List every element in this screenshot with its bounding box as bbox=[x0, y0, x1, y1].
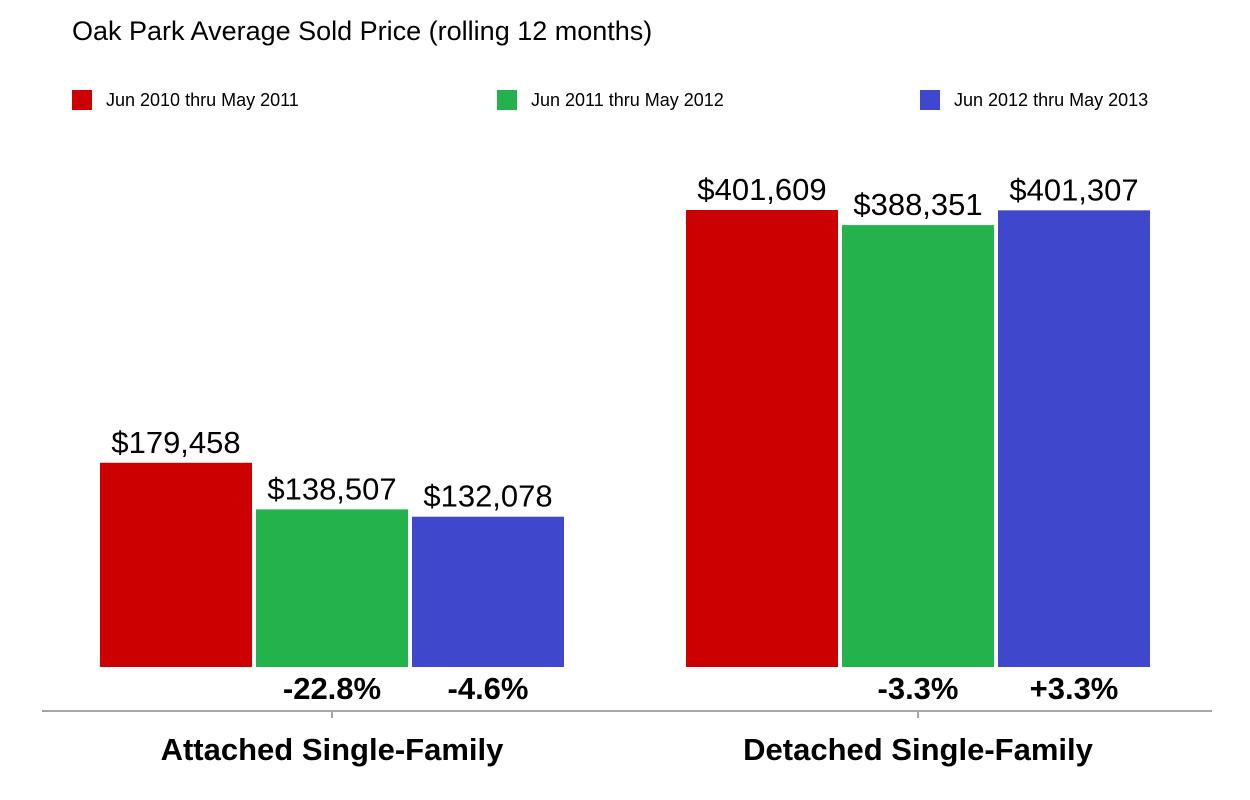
change-label: -3.3% bbox=[878, 671, 959, 706]
change-label: -4.6% bbox=[448, 671, 529, 706]
legend-item-series-1: Jun 2010 thru May 2011 bbox=[72, 88, 299, 112]
legend-label-series-2: Jun 2011 thru May 2012 bbox=[531, 89, 724, 110]
change-label: -22.8% bbox=[283, 671, 381, 706]
legend-label-series-3: Jun 2012 thru May 2013 bbox=[954, 89, 1149, 110]
bar-value-label: $401,609 bbox=[697, 172, 826, 207]
bar-value-label: $138,507 bbox=[267, 471, 396, 506]
legend-swatch-series-3 bbox=[920, 90, 940, 110]
bar bbox=[100, 462, 252, 667]
legend-item-series-3: Jun 2012 thru May 2013 bbox=[920, 88, 1148, 112]
legend-swatch-series-1 bbox=[72, 90, 92, 110]
bar-value-label: $132,078 bbox=[423, 479, 552, 514]
x-tick-label: Detached Single-Family bbox=[743, 732, 1093, 767]
legend-label-series-1: Jun 2010 thru May 2011 bbox=[106, 89, 299, 110]
bar-value-label: $179,458 bbox=[111, 425, 240, 460]
change-label: +3.3% bbox=[1030, 671, 1119, 706]
bar bbox=[686, 210, 838, 667]
bar bbox=[998, 210, 1150, 667]
bar bbox=[256, 509, 408, 667]
bar-value-label: $401,307 bbox=[1009, 172, 1138, 207]
bar-value-label: $388,351 bbox=[853, 187, 982, 222]
chart-title: Oak Park Average Sold Price (rolling 12 … bbox=[72, 16, 653, 46]
legend-item-series-2: Jun 2011 thru May 2012 bbox=[497, 88, 724, 112]
x-tick-label: Attached Single-Family bbox=[161, 732, 505, 767]
legend-swatch-series-2 bbox=[497, 90, 517, 110]
bar bbox=[842, 225, 994, 667]
bar bbox=[412, 516, 564, 667]
